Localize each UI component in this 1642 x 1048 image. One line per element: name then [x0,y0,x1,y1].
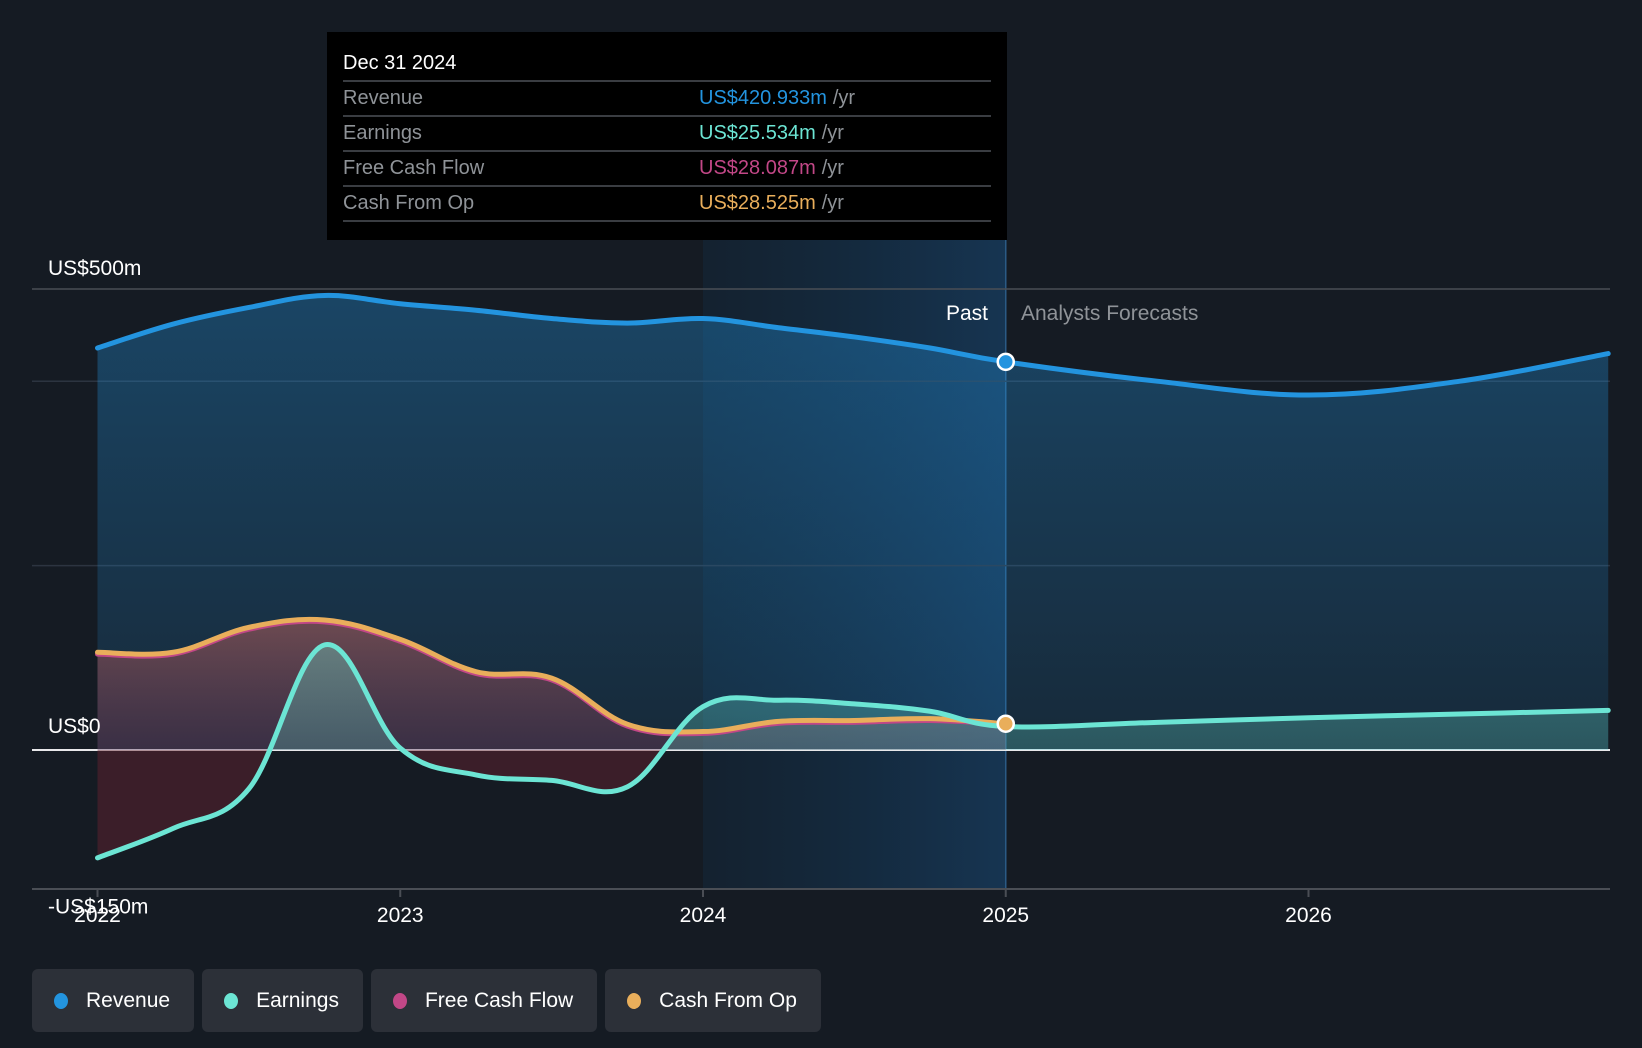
revenue-marker [996,352,1015,372]
earnings-line [95,642,1611,861]
legend-label: Free Cash Flow [424,988,574,1012]
revenue-area [97,295,1609,750]
tooltip-label: Revenue [343,87,424,109]
series-fills [97,295,1609,858]
x-tick-label: 2026 [1285,904,1332,927]
tooltip-label: Free Cash Flow [343,157,485,179]
tooltip-unit: /yr [821,192,844,214]
y-axis-labels: US$500m US$0 -US$150m [48,257,148,918]
tooltip-unit: /yr [821,122,844,144]
revenue-line [95,292,1611,398]
legend-label: Cash From Op [659,988,797,1012]
cash-from-op-marker [996,714,1015,733]
earnings-negative-area [97,750,1609,858]
x-tick-label: 2022 [74,904,121,927]
tooltip-value: US$28.525m [699,192,816,214]
legend-dot-icon [224,992,239,1009]
tooltip-unit: /yr [821,157,844,179]
x-tick-label: 2025 [982,904,1029,927]
tooltip-value: US$28.087m [699,157,816,179]
tooltip-row-revenue: Revenue US$420.933m /yr [343,82,991,117]
tooltip-row-cash-from-op: Cash From Op US$28.525m /yr [343,187,991,222]
tooltip-row-free-cash-flow: Free Cash Flow US$28.087m /yr [343,152,991,187]
legend-dot-icon [392,992,407,1009]
tooltip-unit: /yr [832,87,856,109]
tooltip-value: US$25.534m [699,122,816,144]
tooltip-row-earnings: Earnings US$25.534m /yr [343,117,991,152]
x-axis: 2022 2023 2024 2025 2026 [32,888,1610,927]
y-axis-label: -US$150m [48,895,148,918]
tooltip-label: Cash From Op [343,192,475,214]
tooltip-date: Dec 31 2024 [343,46,991,82]
y-axis-label: US$500m [48,257,141,280]
tooltip-value: US$420.933m [699,87,827,109]
legend-dot-icon [54,992,68,1009]
legend: Revenue Earnings Free Cash Flow Cash Fro… [32,969,821,1032]
legend-item-free-cash-flow[interactable]: Free Cash Flow [370,969,598,1032]
forecast-label: Analysts Forecasts [1021,302,1198,325]
legend-dot-icon [627,992,642,1009]
legend-item-revenue[interactable]: Revenue [32,969,195,1032]
legend-label: Revenue [86,988,171,1012]
markers [996,352,1015,733]
tooltip-label: Earnings [343,122,422,144]
earnings-positive-area [97,644,1609,750]
y-axis-label: US$0 [48,715,101,738]
legend-label: Earnings [256,988,339,1012]
series-lines [95,292,1611,861]
x-tick-label: 2024 [680,904,727,927]
tooltip: Dec 31 2024 Revenue US$420.933m /yr Earn… [327,32,1007,240]
legend-item-cash-from-op[interactable]: Cash From Op [605,969,821,1032]
past-label: Past [946,302,988,325]
legend-item-earnings[interactable]: Earnings [202,969,363,1032]
cash-from-op-line [95,616,1009,735]
x-tick-label: 2023 [377,904,424,927]
